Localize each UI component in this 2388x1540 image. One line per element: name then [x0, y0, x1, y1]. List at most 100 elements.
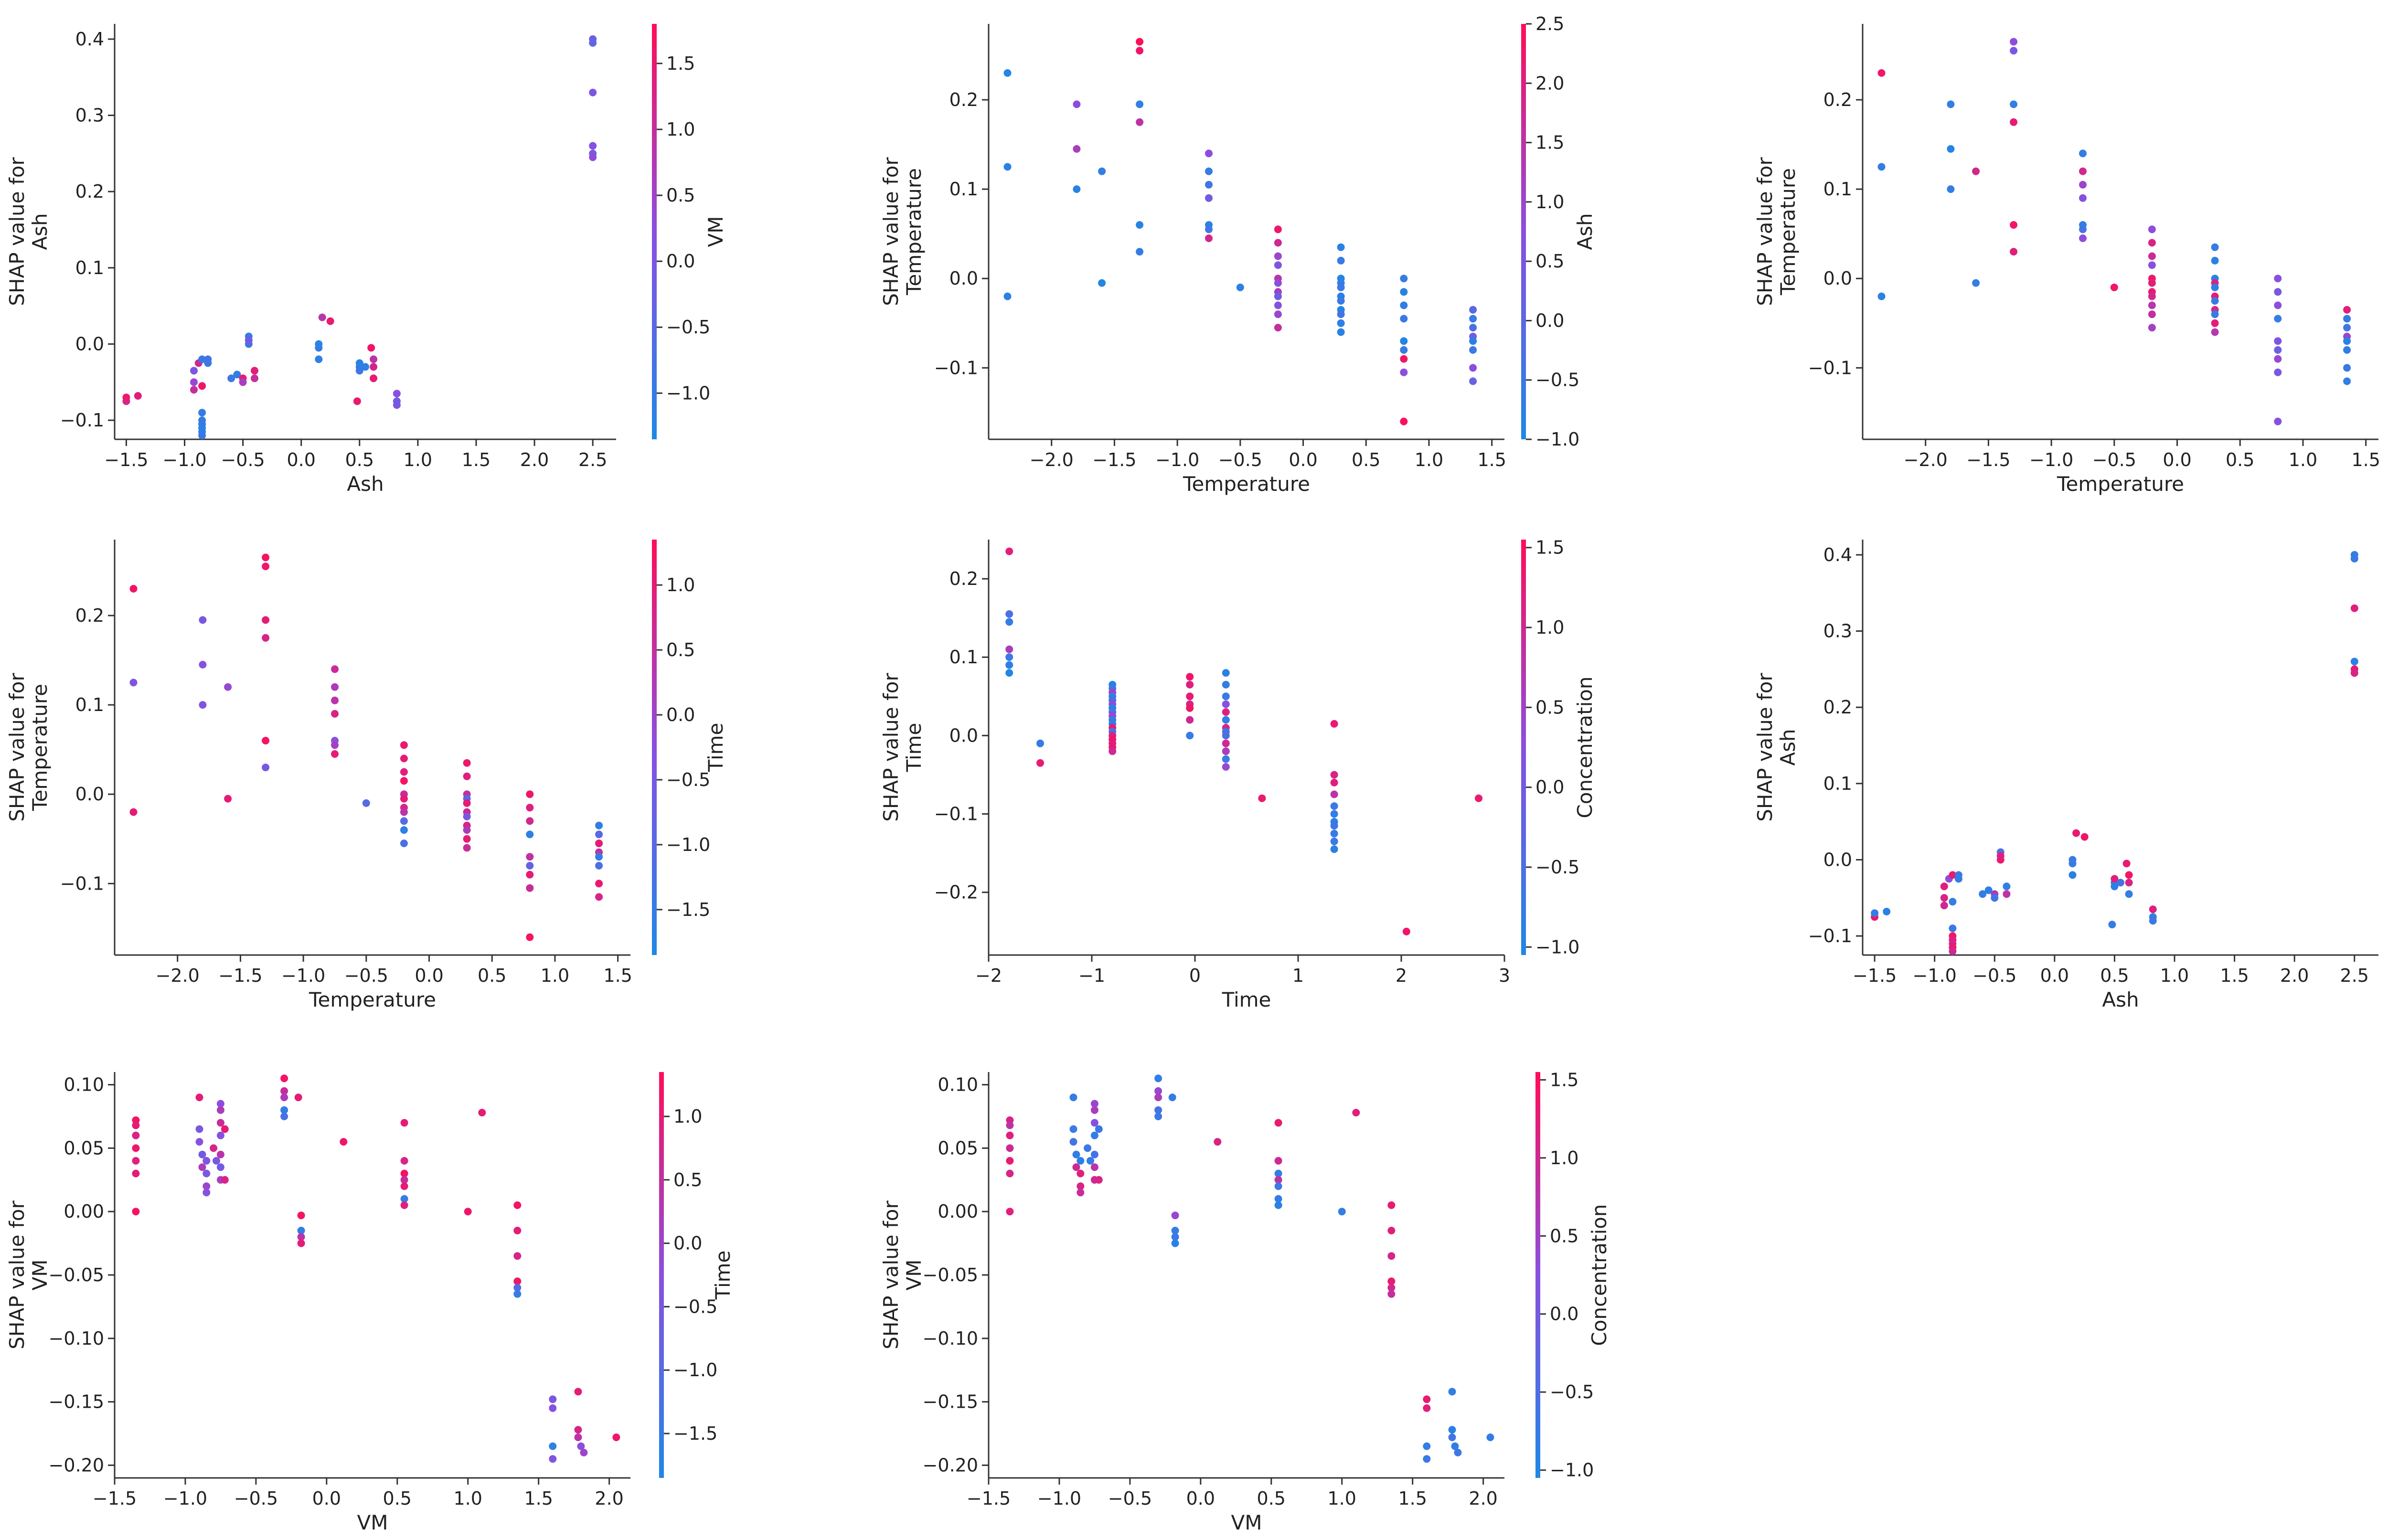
data-point: [2079, 181, 2087, 189]
x-tick-label: 0.5: [1352, 449, 1380, 470]
data-point: [132, 1157, 140, 1165]
data-point: [2274, 301, 2282, 309]
data-point: [203, 1169, 211, 1178]
data-point: [1330, 790, 1338, 798]
data-point: [1330, 771, 1338, 779]
data-point: [580, 1448, 588, 1456]
colorbar-tick-label: −0.5: [1535, 370, 1579, 391]
x-tick-label: −0.5: [1108, 1488, 1152, 1509]
colorbar: −1.5 −1.0 −0.5 0.0 0.5 1.0 Time: [652, 540, 727, 955]
data-point: [400, 1201, 408, 1209]
data-point: [513, 1252, 522, 1260]
x-tick-label: −1.5: [967, 1488, 1011, 1509]
x-tick-label: 1.0: [1328, 1488, 1356, 1509]
data-point: [1072, 1150, 1080, 1158]
data-point: [195, 1138, 203, 1146]
data-point: [2274, 355, 2282, 363]
data-point: [2148, 225, 2156, 234]
x-tick-label: 1.5: [2351, 449, 2380, 470]
data-point: [574, 1388, 582, 1396]
data-point: [297, 1239, 305, 1247]
x-tick-label: 1.5: [524, 1488, 553, 1509]
data-point: [1949, 924, 1957, 933]
y-axis-label: SHAP value forVM: [5, 1200, 52, 1349]
data-point: [2211, 319, 2219, 327]
data-point: [1006, 1121, 1014, 1129]
data-point: [132, 1208, 140, 1216]
colorbar-label: VM: [704, 216, 727, 247]
colorbar-tick-label: 0.5: [1535, 251, 1564, 272]
x-tick-label: −1.0: [1037, 1488, 1081, 1509]
data-point: [195, 1094, 203, 1102]
data-point: [199, 660, 207, 669]
data-point: [400, 777, 408, 785]
y-tick-label: −0.1: [1808, 925, 1852, 946]
colorbar-tick-label: −0.5: [666, 317, 710, 338]
data-point: [1136, 221, 1144, 229]
data-point: [463, 813, 471, 820]
data-point: [262, 634, 270, 642]
y-axis-label: SHAP value forVM: [879, 1200, 926, 1349]
dependence-plot-5: −2 −1 0 1 2 3 −0.2 −0.1 0.0 0.1 0.2 Time SHAP value …: [879, 537, 1597, 1011]
data-point: [2003, 890, 2011, 898]
colorbar-label: Concentration: [1588, 1204, 1611, 1346]
y-tick-label: −0.15: [49, 1391, 104, 1413]
data-point: [1274, 225, 1282, 234]
colorbar-gradient: [1535, 1072, 1540, 1478]
data-point: [318, 313, 326, 321]
data-point: [2125, 890, 2133, 898]
data-point: [2010, 248, 2018, 256]
dependence-plot-7: −1.5 −1.0 −0.5 0.0 0.5 1.0 1.5 2.0 −0.20 −0.15 −0.…: [5, 1072, 735, 1534]
data-point: [262, 737, 270, 744]
x-tick-label: 0.5: [2100, 965, 2129, 986]
colorbar-gradient: [652, 24, 657, 439]
data-point: [1337, 256, 1345, 265]
y-tick-label: −0.1: [934, 804, 978, 825]
data-point: [203, 1189, 211, 1197]
data-point: [221, 1125, 229, 1133]
data-point: [2010, 118, 2018, 126]
data-point: [1171, 1233, 1179, 1241]
data-point: [1949, 871, 1957, 879]
data-point: [1954, 871, 1962, 879]
data-point: [1098, 167, 1106, 175]
x-tick-label: −1.0: [2029, 449, 2073, 470]
data-point: [2148, 279, 2156, 287]
data-point: [198, 432, 206, 439]
data-point: [1996, 852, 2004, 860]
data-point: [1090, 1106, 1098, 1114]
data-point: [1274, 261, 1282, 269]
x-tick-label: 1.0: [404, 449, 432, 470]
data-point: [1469, 364, 1477, 372]
data-point: [2343, 377, 2351, 385]
data-point: [1423, 1455, 1431, 1463]
data-point: [400, 1182, 408, 1190]
data-point: [526, 790, 534, 798]
data-point: [526, 933, 534, 941]
data-point: [1400, 417, 1408, 425]
x-tick-label: 0.0: [1289, 449, 1317, 470]
y-axis-label: SHAP value forTime: [879, 673, 926, 822]
x-tick-label: −1.0: [1155, 449, 1199, 470]
colorbar-tick-label: 0.0: [1535, 310, 1564, 331]
data-point: [1274, 252, 1282, 260]
data-point: [2148, 310, 2156, 319]
x-tick-label: 2: [1396, 965, 1407, 986]
data-point: [1036, 739, 1044, 747]
data-point: [400, 1169, 408, 1178]
data-point: [1222, 763, 1230, 771]
data-point: [595, 821, 603, 829]
x-tick-label: 1.0: [454, 1488, 482, 1509]
x-tick-label: −1.5: [1853, 965, 1897, 986]
data-point: [595, 880, 603, 888]
data-point: [400, 817, 408, 825]
y-tick-label: 0.00: [938, 1201, 978, 1222]
x-axis-label: Temperature: [2057, 472, 2184, 496]
data-point: [1222, 716, 1230, 724]
data-point: [355, 359, 363, 367]
x-tick-label: −0.5: [1218, 449, 1262, 470]
data-point: [1400, 315, 1408, 323]
data-point: [1338, 1208, 1346, 1216]
data-point: [2010, 38, 2018, 46]
data-point: [526, 861, 534, 870]
